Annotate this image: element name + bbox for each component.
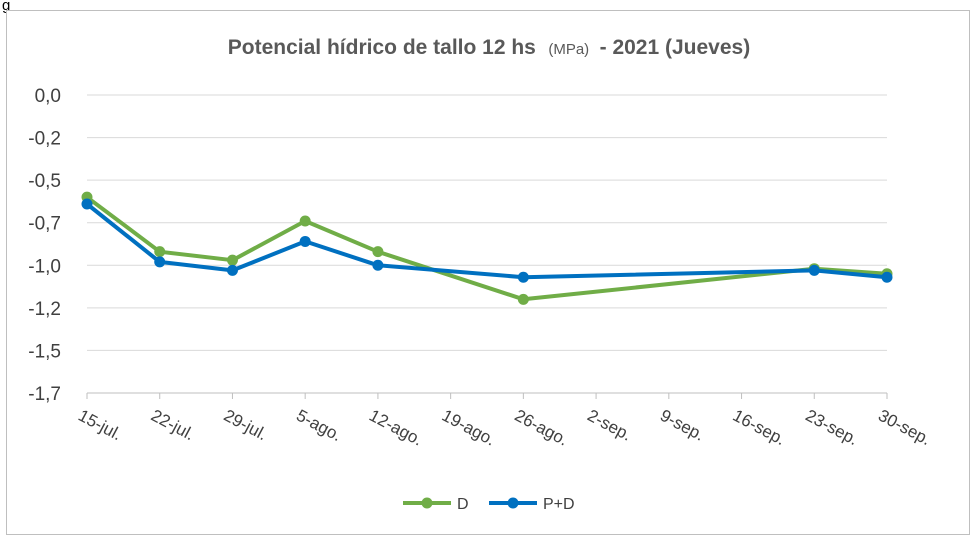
data-point [808,264,820,276]
y-tick-label: -0,2 [28,129,61,150]
corner-label: g [2,0,11,14]
x-tick-label: 9-sep. [657,406,708,445]
data-point [299,235,311,247]
data-point [299,215,311,227]
data-point [154,246,166,258]
chart-title-main: Potencial hídrico de tallo 12 hs [228,36,536,59]
data-point [226,254,238,266]
x-axis-tick-labels: 15-jul. 22-jul. 29-jul. 5-ago. 12-ago. 19-ago… [75,406,934,450]
legend-marker [507,497,519,509]
x-tick-label: 2-sep. [584,406,635,445]
legend-marker [421,497,433,509]
x-tick-label: 15-jul. [75,406,125,445]
y-tick-label: -1,5 [28,341,61,362]
x-tick-label: 26-ago. [511,406,571,450]
chart-title-suffix: - 2021 (Jueves) [600,36,751,59]
x-axis [86,392,888,399]
y-tick-label: -1,2 [28,299,61,320]
y-tick-label: -1,0 [28,256,61,277]
series-line-D [85,195,888,302]
data-point [372,259,384,271]
data-point [517,293,529,305]
chart-title-unit: (MPa) [548,41,589,58]
series-line-P+D [85,202,888,280]
data-point [517,271,529,283]
legend-label: D [457,496,469,513]
series-lines [81,191,893,305]
x-tick-label: 30-sep. [875,406,934,449]
x-tick-label: 19-ago. [439,406,499,450]
line-chart: Potencial hídrico de tallo 12 hs (MPa) -… [28,36,934,513]
data-point [81,198,93,210]
x-tick-label: 16-sep. [730,406,789,449]
x-tick-label: 29-jul. [221,406,271,445]
chart-title: Potencial hídrico de tallo 12 hs (MPa) -… [228,36,750,59]
x-tick-label: 22-jul. [148,406,198,445]
y-tick-label: -0,5 [28,171,61,192]
data-point [226,264,238,276]
legend: D P+D [403,496,575,513]
y-axis-tick-labels: 0,0 -0,2 -0,5 -0,7 -1,0 -1,2 -1,5 -1,7 [28,86,61,405]
data-point [881,271,893,283]
chart-area: Potencial hídrico de tallo 12 hs (MPa) -… [6,10,970,535]
y-tick-label: -0,7 [28,214,61,235]
x-tick-label: 5-ago. [293,406,344,445]
x-tick-label: 12-ago. [366,406,426,450]
y-tick-label: -1,7 [28,384,61,405]
legend-label: P+D [543,496,575,513]
gridlines [87,94,887,394]
y-tick-label: 0,0 [35,86,61,107]
data-point [154,256,166,268]
data-point [372,246,384,258]
x-tick-label: 23-sep. [802,406,861,449]
